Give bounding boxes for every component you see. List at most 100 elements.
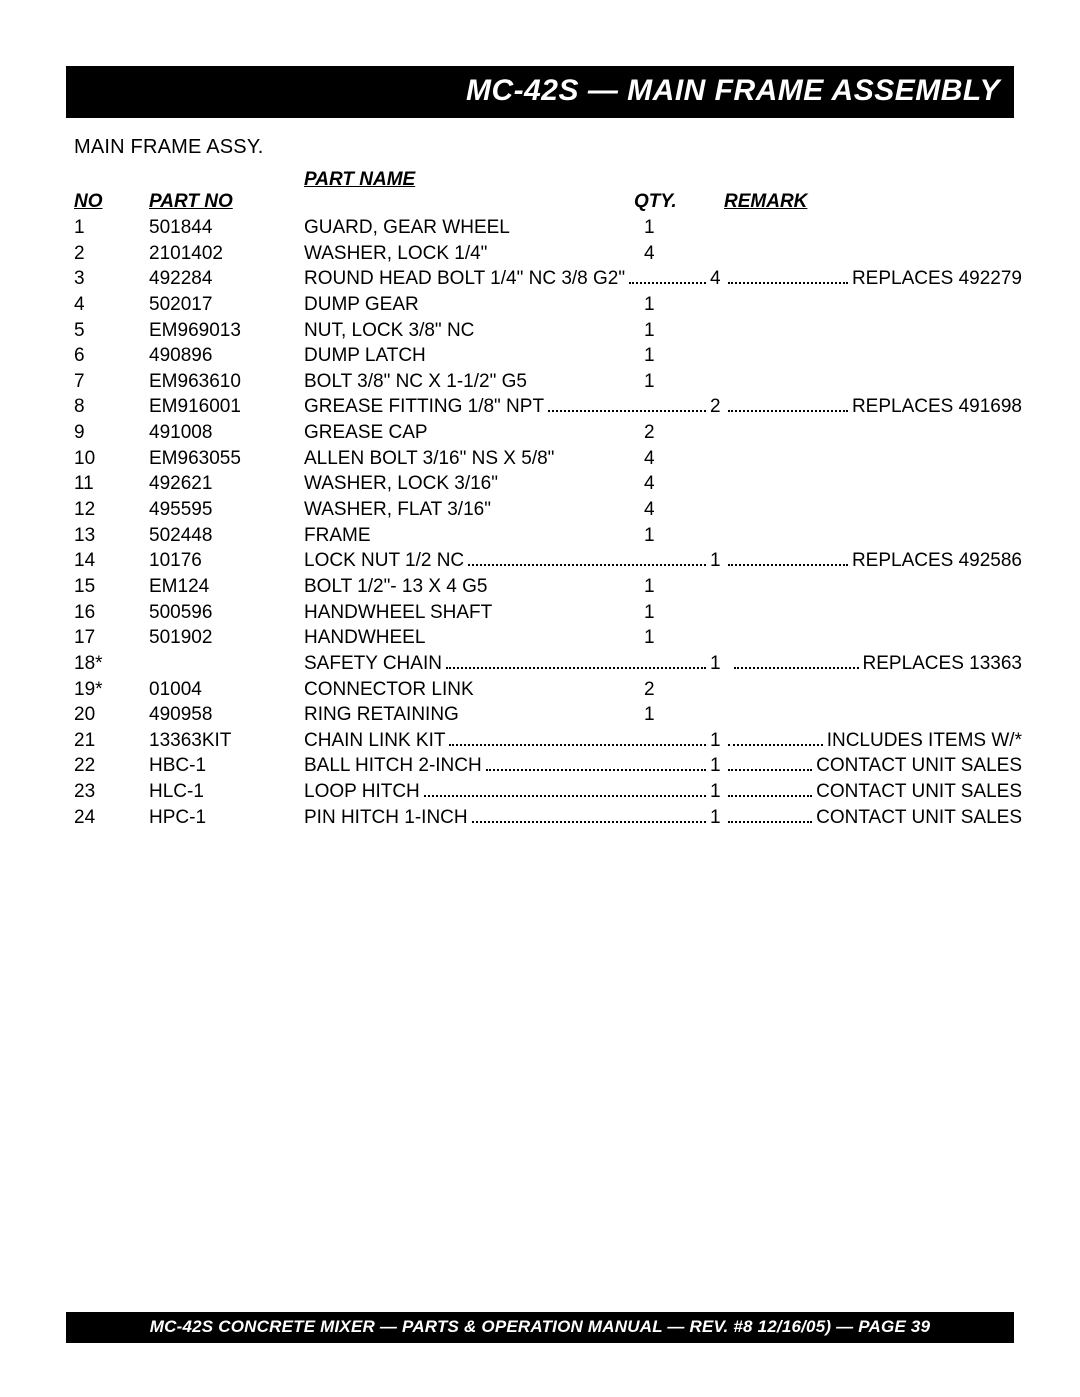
- cell-remark: [724, 420, 1022, 446]
- cell-no: 8: [74, 394, 149, 420]
- cell-no: 4: [74, 292, 149, 318]
- dot-leader: [728, 397, 848, 412]
- cell-remark: [724, 343, 1022, 369]
- cell-name: CONNECTOR LINK: [304, 677, 644, 703]
- dot-leader: [446, 654, 706, 669]
- table-row: 13502448FRAME1: [74, 523, 1022, 549]
- cell-name-qty: HANDWHEEL SHAFT1: [304, 600, 724, 626]
- table-row: 10EM963055ALLEN BOLT 3/16" NS X 5/8"4: [74, 446, 1022, 472]
- cell-partno: EM124: [149, 574, 304, 600]
- cell-qty: 1: [644, 625, 658, 651]
- dot-leader: [629, 269, 706, 284]
- col-header-no: NO: [74, 169, 149, 215]
- dot-leader: [728, 731, 823, 746]
- cell-remark: [724, 471, 1022, 497]
- cell-name-qty: DUMP LATCH1: [304, 343, 724, 369]
- table-row: 16500596HANDWHEEL SHAFT1: [74, 600, 1022, 626]
- cell-no: 12: [74, 497, 149, 523]
- table-row: 12495595WASHER, FLAT 3/16"4: [74, 497, 1022, 523]
- cell-name-qty: CONNECTOR LINK2: [304, 677, 724, 703]
- cell-remark: [724, 446, 1022, 472]
- cell-no: 22: [74, 753, 149, 779]
- cell-name-qty: BOLT 1/2"- 13 X 4 G51: [304, 574, 724, 600]
- cell-name: ROUND HEAD BOLT 1/4" NC 3/8 G2": [304, 266, 625, 292]
- table-row: 23HLC-1LOOP HITCH1CONTACT UNIT SALES: [74, 779, 1022, 805]
- cell-partno: EM963610: [149, 369, 304, 395]
- table-row: 18*SAFETY CHAIN 1REPLACES 13363: [74, 651, 1022, 677]
- col-header-partno: PART NO: [149, 169, 304, 215]
- cell-name-qty: WASHER, LOCK 3/16"4: [304, 471, 724, 497]
- cell-partno: 492284: [149, 266, 304, 292]
- dot-leader: [468, 551, 706, 566]
- dot-leader: [728, 808, 812, 823]
- cell-qty: 1: [644, 343, 658, 369]
- table-header-row: NO PART NO PART NAME QTY. REMARK: [74, 169, 1022, 215]
- cell-partno: 490958: [149, 702, 304, 728]
- cell-name-qty: BALL HITCH 2-INCH 1: [304, 753, 724, 779]
- cell-name-qty: CHAIN LINK KIT1: [304, 728, 724, 754]
- cell-name: GREASE FITTING 1/8" NPT: [304, 394, 544, 420]
- cell-name: WASHER, LOCK 1/4": [304, 241, 644, 267]
- cell-name-qty: NUT, LOCK 3/8" NC1: [304, 318, 724, 344]
- cell-qty: 1: [644, 523, 658, 549]
- page-title-bar: MC-42S — MAIN FRAME ASSEMBLY: [66, 66, 1014, 118]
- cell-name: ALLEN BOLT 3/16" NS X 5/8": [304, 446, 644, 472]
- cell-no: 7: [74, 369, 149, 395]
- cell-name: BALL HITCH 2-INCH: [304, 753, 482, 779]
- cell-remark-text: REPLACES 13363: [863, 651, 1023, 677]
- cell-no: 19*: [74, 677, 149, 703]
- cell-partno: 501844: [149, 215, 304, 241]
- cell-no: 6: [74, 343, 149, 369]
- cell-name-qty: HANDWHEEL1: [304, 625, 724, 651]
- cell-remark: INCLUDES ITEMS W/*: [724, 728, 1022, 754]
- dot-leader: [728, 551, 848, 566]
- cell-qty: 2: [644, 420, 658, 446]
- dot-leader: [734, 654, 859, 669]
- cell-name-qty: GREASE FITTING 1/8" NPT2: [304, 394, 724, 420]
- cell-remark: [724, 702, 1022, 728]
- cell-name-qty: ALLEN BOLT 3/16" NS X 5/8"4: [304, 446, 724, 472]
- cell-partno: EM969013: [149, 318, 304, 344]
- dot-leader: [486, 756, 706, 771]
- cell-no: 24: [74, 805, 149, 831]
- cell-name: WASHER, LOCK 3/16": [304, 471, 644, 497]
- cell-name: WASHER, FLAT 3/16": [304, 497, 644, 523]
- table-row: 20490958RING RETAINING1: [74, 702, 1022, 728]
- cell-partno: 10176: [149, 548, 304, 574]
- dot-leader: [728, 756, 812, 771]
- cell-name-qty: SAFETY CHAIN 1: [304, 651, 724, 677]
- cell-qty: 1: [644, 600, 658, 626]
- cell-remark: CONTACT UNIT SALES: [724, 805, 1022, 831]
- cell-partno: EM916001: [149, 394, 304, 420]
- cell-qty: 1: [710, 779, 724, 805]
- table-row: 5EM969013NUT, LOCK 3/8" NC1: [74, 318, 1022, 344]
- table-row: 1501844GUARD, GEAR WHEEL1: [74, 215, 1022, 241]
- page-footer-bar: MC-42S CONCRETE MIXER — PARTS & OPERATIO…: [66, 1312, 1014, 1343]
- table-row: 22101402WASHER, LOCK 1/4"4: [74, 241, 1022, 267]
- cell-name: SAFETY CHAIN: [304, 651, 442, 677]
- cell-remark: [724, 625, 1022, 651]
- cell-no: 15: [74, 574, 149, 600]
- cell-no: 11: [74, 471, 149, 497]
- cell-remark: [724, 600, 1022, 626]
- cell-remark: REPLACES 13363: [724, 651, 1022, 677]
- cell-qty: 4: [644, 497, 658, 523]
- cell-no: 17: [74, 625, 149, 651]
- cell-remark: [724, 241, 1022, 267]
- parts-table: NO PART NO PART NAME QTY. REMARK 1501844…: [74, 169, 1022, 830]
- cell-remark-text: CONTACT UNIT SALES: [816, 779, 1022, 805]
- cell-remark: [724, 318, 1022, 344]
- table-row: 4502017DUMP GEAR1: [74, 292, 1022, 318]
- cell-partno: HPC-1: [149, 805, 304, 831]
- cell-remark-text: REPLACES 492279: [852, 266, 1022, 292]
- dot-leader: [424, 782, 706, 797]
- cell-partno: 501902: [149, 625, 304, 651]
- table-row: 19*01004CONNECTOR LINK2: [74, 677, 1022, 703]
- cell-partno: 500596: [149, 600, 304, 626]
- cell-name-qty: ROUND HEAD BOLT 1/4" NC 3/8 G2"4: [304, 266, 724, 292]
- table-row: 7EM963610BOLT 3/8" NC X 1-1/2" G51: [74, 369, 1022, 395]
- cell-remark: REPLACES 492586: [724, 548, 1022, 574]
- cell-no: 10: [74, 446, 149, 472]
- table-row: 3492284ROUND HEAD BOLT 1/4" NC 3/8 G2"4R…: [74, 266, 1022, 292]
- cell-partno: HBC-1: [149, 753, 304, 779]
